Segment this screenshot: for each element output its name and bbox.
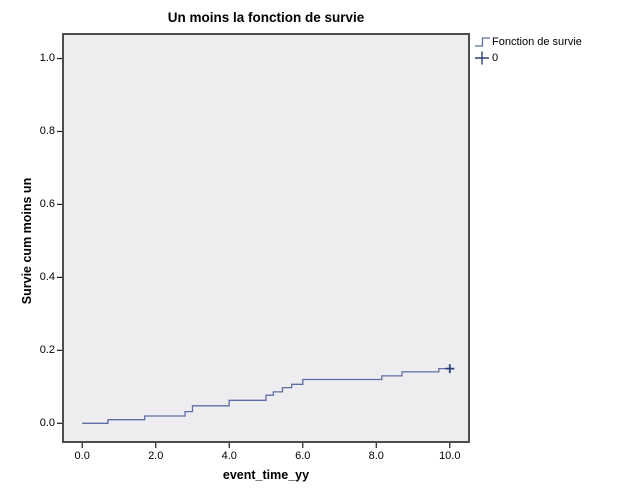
x-tick-label: 8.0 <box>368 450 384 462</box>
legend-label: Fonction de survie <box>492 36 582 48</box>
y-tick-label: 0.0 <box>39 416 55 429</box>
legend-step-symbol <box>475 37 490 47</box>
y-tick-label: 0.2 <box>39 343 55 356</box>
legend-label: 0 <box>492 52 499 64</box>
legend-entry-censored: 0 <box>474 50 582 66</box>
plot-area <box>62 33 470 443</box>
y-tick-label: 1.0 <box>39 52 55 65</box>
legend: Fonction de survie 0 <box>474 34 582 66</box>
x-axis-label: event_time_yy <box>222 468 310 482</box>
x-tick-label: 10.0 <box>439 450 461 462</box>
legend-entry-survival-function: Fonction de survie <box>474 34 582 50</box>
x-tick-label: 2.0 <box>148 450 164 462</box>
y-axis-label: Survie cum moins un <box>20 177 34 305</box>
legend-plus-symbol <box>475 51 489 65</box>
x-tick-label: 6.0 <box>295 450 311 462</box>
y-tick-label: 0.4 <box>39 270 55 283</box>
x-tick-label: 0.0 <box>74 450 90 462</box>
y-tick-label: 0.8 <box>39 124 55 137</box>
chart-title: Un moins la fonction de survie <box>167 10 365 25</box>
x-tick-label: 4.0 <box>221 450 237 462</box>
y-tick-label: 0.6 <box>39 197 55 210</box>
